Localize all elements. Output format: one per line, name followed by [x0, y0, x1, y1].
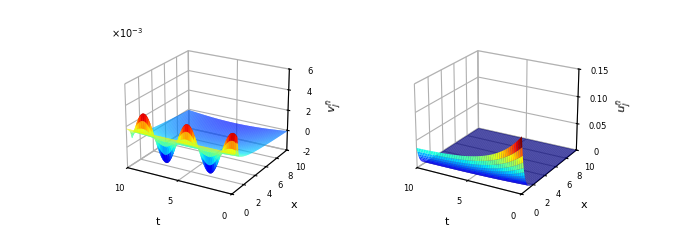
Y-axis label: x: x	[580, 200, 587, 210]
Y-axis label: x: x	[291, 200, 297, 210]
Text: $\times10^{-3}$: $\times10^{-3}$	[110, 26, 142, 40]
X-axis label: t: t	[445, 217, 449, 227]
X-axis label: t: t	[155, 217, 160, 227]
